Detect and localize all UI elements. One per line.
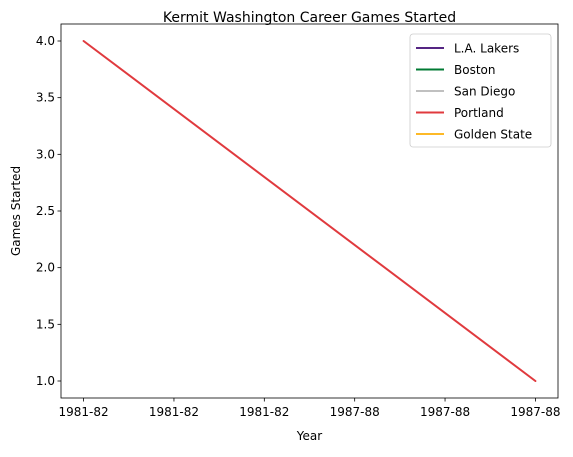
x-axis: 1981-82 1981-82 1981-82 1987-88 1987-88 1987-…: [59, 398, 560, 419]
y-tick-label: 4.0: [36, 34, 55, 48]
x-tick-label: 1987-88: [330, 405, 380, 419]
legend-label: L.A. Lakers: [454, 42, 519, 56]
x-tick-label: 1981-82: [59, 405, 109, 419]
x-tick-label: 1981-82: [239, 405, 289, 419]
series-layer: [82, 40, 537, 382]
x-tick-label: 1987-88: [510, 405, 560, 419]
x-axis-label: Year: [296, 429, 322, 443]
x-tick-label: 1987-88: [420, 405, 470, 419]
y-axis: 1.0 1.5 2.0 2.5 3.0 3.5 4.0: [36, 34, 61, 388]
x-tick-label: 1981-82: [149, 405, 199, 419]
y-tick-label: 3.0: [36, 147, 55, 161]
chart-title: Kermit Washington Career Games Started: [163, 10, 456, 26]
series-line-portland: [82, 40, 537, 382]
y-tick-label: 1.5: [36, 317, 55, 331]
legend-label: Golden State: [454, 128, 532, 142]
legend-items: L.A. Lakers Boston San Diego Portland Golden…: [416, 42, 532, 142]
legend: L.A. Lakers Boston San Diego Portland Golden…: [409, 33, 552, 148]
legend-label: San Diego: [454, 85, 515, 99]
y-tick-label: 2.0: [36, 261, 55, 275]
legend-label: Boston: [454, 63, 495, 77]
y-tick-label: 1.0: [36, 374, 55, 388]
y-tick-label: 3.5: [36, 91, 55, 105]
legend-box: [409, 33, 552, 148]
y-axis-label: Games Started: [9, 166, 23, 256]
y-tick-label: 2.5: [36, 204, 55, 218]
legend-label: Portland: [454, 106, 504, 120]
